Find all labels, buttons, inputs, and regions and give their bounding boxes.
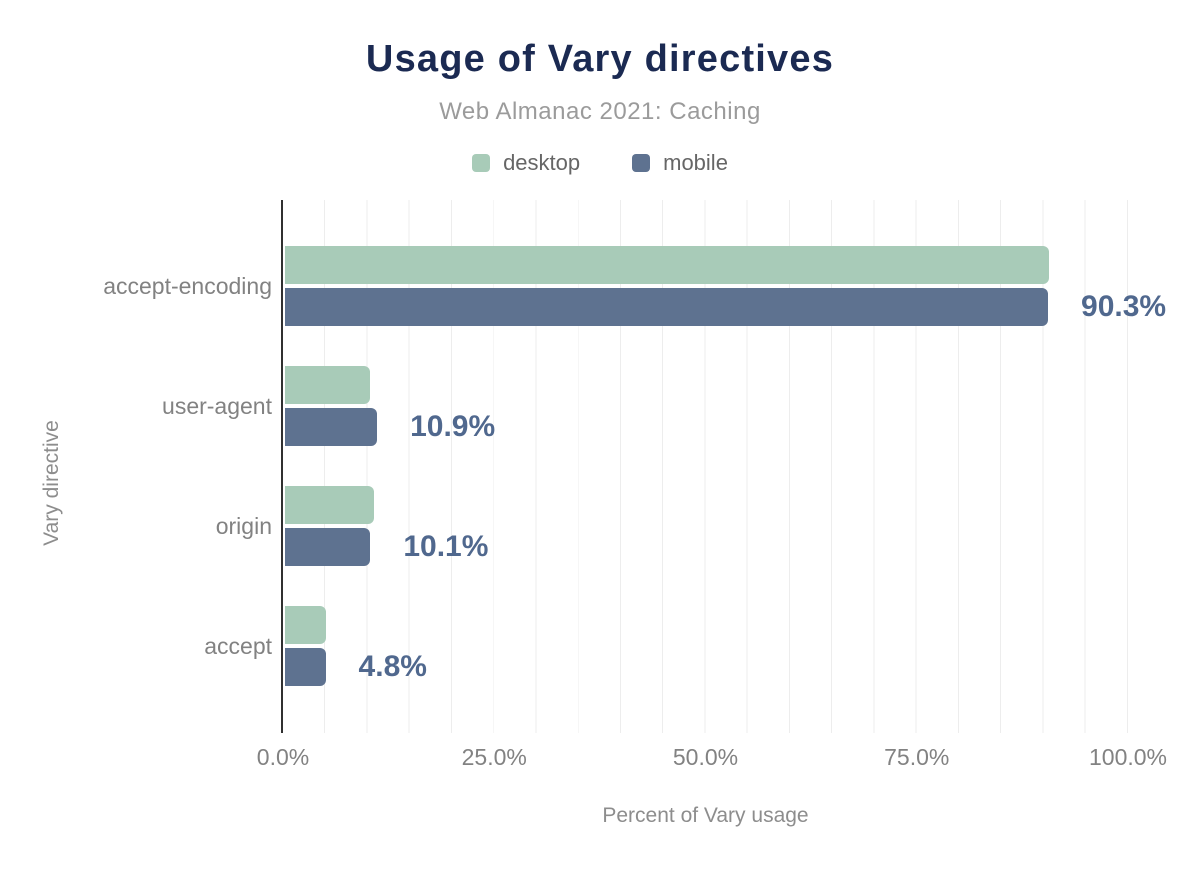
x-tick-75: 75.0% — [884, 744, 950, 770]
bar-mobile-origin[interactable] — [285, 528, 371, 566]
chart-title: Usage of Vary directives — [365, 38, 835, 80]
mobile-swatch-icon — [632, 154, 651, 172]
category-label: origin — [215, 512, 272, 539]
x-tick-25: 25.0% — [461, 744, 527, 770]
x-tick-0: 0.0% — [256, 744, 310, 770]
x-axis-title: Percent of Vary usage — [602, 804, 809, 827]
value-label: 90.3% — [1081, 290, 1167, 323]
bar-group-origin: origin 10.1% — [0, 486, 1200, 566]
bar-mobile-user-agent[interactable] — [285, 408, 378, 446]
legend-label-desktop: desktop — [503, 150, 581, 175]
bar-desktop-accept[interactable] — [285, 606, 326, 644]
x-tick-100: 100.0% — [1088, 744, 1168, 770]
value-label: 4.8% — [358, 650, 427, 683]
bar-group-user-agent: user-agent 10.9% — [0, 366, 1200, 446]
bar-mobile-accept-encoding[interactable] — [285, 288, 1049, 326]
bar-desktop-user-agent[interactable] — [285, 366, 370, 404]
bar-groups: accept-encoding 90.3% user-agent 10 — [0, 200, 1200, 733]
bar-group-accept: accept 4.8% — [0, 606, 1200, 686]
bar-group-accept-encoding: accept-encoding 90.3% — [0, 246, 1200, 326]
value-label: 10.9% — [410, 410, 496, 443]
legend-item-mobile: mobile — [632, 150, 728, 176]
desktop-swatch-icon — [472, 154, 491, 172]
y-axis-title: Vary directive — [40, 420, 63, 546]
category-label: user-agent — [162, 392, 272, 419]
bar-mobile-accept[interactable] — [285, 648, 326, 686]
chart-subtitle: Web Almanac 2021: Caching — [439, 98, 761, 125]
legend-item-desktop: desktop — [472, 150, 580, 176]
legend: desktop mobile — [0, 150, 1200, 176]
category-label: accept-encoding — [103, 272, 272, 299]
bar-desktop-accept-encoding[interactable] — [285, 246, 1049, 284]
category-label: accept — [204, 632, 272, 659]
legend-label-mobile: mobile — [663, 150, 728, 175]
x-tick-50: 50.0% — [672, 744, 739, 770]
value-label: 10.1% — [403, 530, 489, 563]
bar-desktop-origin[interactable] — [285, 486, 374, 524]
